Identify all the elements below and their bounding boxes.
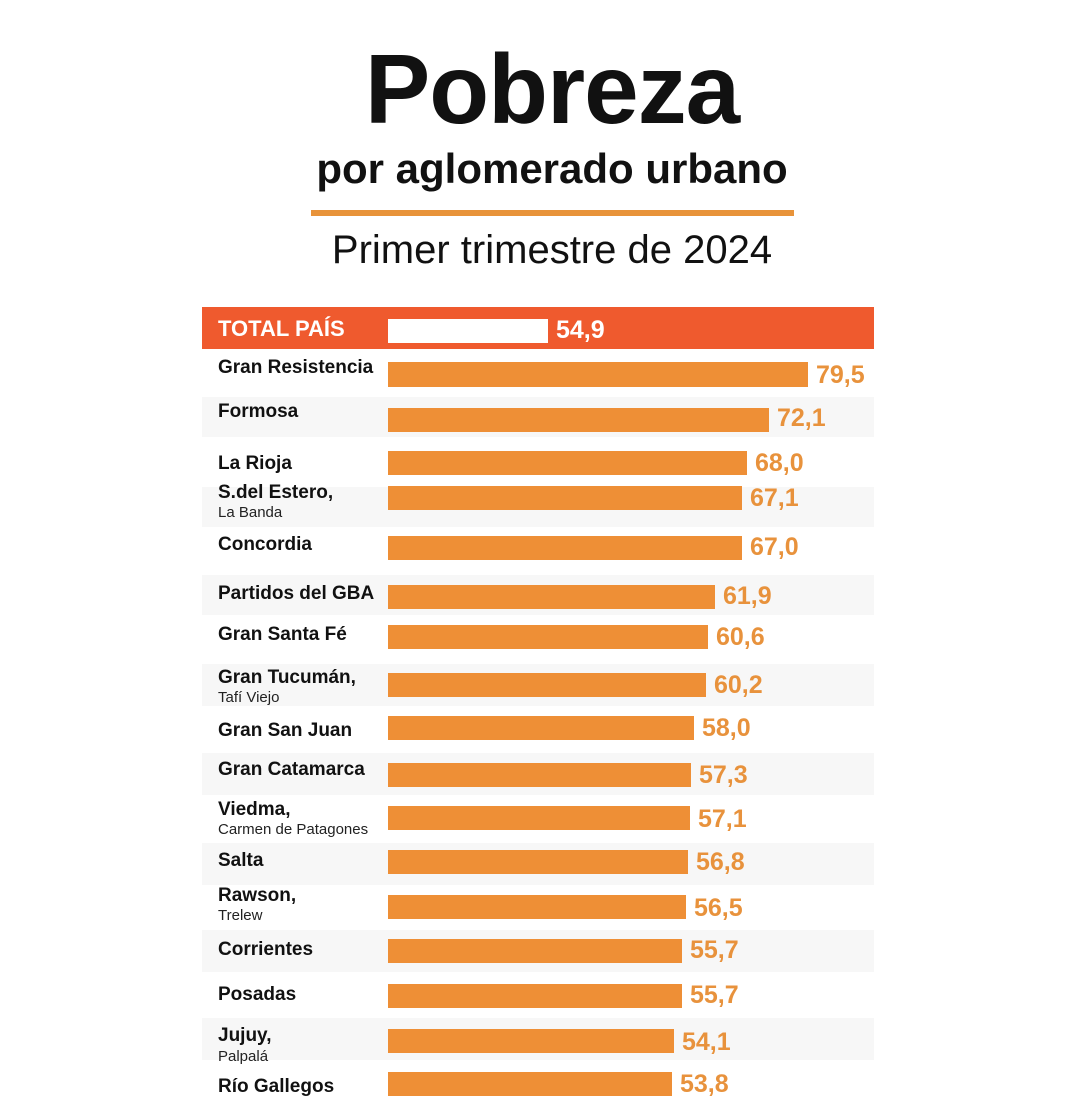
row-label: Río Gallegos (218, 1076, 335, 1097)
chart-row: Gran Santa Fé 60,6 (202, 615, 874, 655)
row-label: Gran San Juan (218, 720, 353, 741)
row-label: Gran Tucumán, (218, 667, 356, 688)
chart-row: La Rioja 68,0 (202, 441, 874, 483)
bar (388, 1072, 672, 1096)
bar (388, 763, 691, 787)
total-bar (388, 319, 548, 343)
row-label: Corrientes (218, 939, 314, 960)
value-label: 53,8 (680, 1070, 729, 1098)
period-label: Primer trimestre de 2024 (331, 228, 773, 272)
row-label: Gran Resistencia (218, 357, 374, 378)
chart-row: Gran San Juan 58,0 (202, 709, 874, 751)
value-label: 55,7 (690, 936, 739, 964)
bar (388, 806, 690, 830)
row-sublabel: La Banda (218, 504, 283, 521)
row-label: Rawson, (218, 885, 297, 906)
row-label: Partidos del GBA (218, 583, 375, 604)
bar (388, 673, 706, 697)
row-sublabel: Palpalá (218, 1048, 269, 1065)
value-label: 54,1 (682, 1028, 731, 1056)
bar (388, 984, 682, 1008)
row-label: Viedma, (218, 799, 291, 820)
chart-row: Río Gallegos 53,8 (202, 1064, 874, 1106)
bar (388, 1029, 674, 1053)
total-row: TOTAL PAÍS 54,9 (202, 307, 874, 349)
chart-row: Concordia 67,0 (202, 528, 874, 568)
row-label: Gran Catamarca (218, 759, 365, 780)
value-label: 79,5 (816, 361, 865, 389)
total-value-label: 54,9 (556, 316, 605, 344)
chart-row: Gran Tucumán, Tafí Viejo 60,2 (202, 664, 874, 706)
value-label: 67,1 (750, 484, 799, 512)
row-sublabel: Tafí Viejo (218, 689, 280, 706)
page-subtitle: por aglomerado urbano (316, 145, 788, 192)
bar (388, 625, 708, 649)
row-label: La Rioja (218, 453, 292, 474)
chart-row: Viedma, Carmen de Patagones 57,1 (202, 796, 874, 838)
chart-row: Rawson, Trelew 56,5 (202, 885, 874, 929)
page-title: Pobreza (364, 34, 740, 144)
value-label: 67,0 (750, 533, 799, 561)
row-sublabel: Trelew (218, 907, 263, 924)
chart-row: Salta 56,8 (202, 843, 874, 885)
value-label: 61,9 (723, 582, 772, 610)
bar (388, 451, 747, 475)
value-label: 72,1 (777, 404, 826, 432)
chart-row: Posadas 55,7 (202, 975, 874, 1017)
row-label: Posadas (218, 984, 297, 1005)
bar (388, 850, 688, 874)
value-label: 55,7 (690, 981, 739, 1009)
row-label: Concordia (218, 534, 312, 555)
value-label: 57,1 (698, 805, 747, 833)
bar (388, 362, 808, 387)
chart-row: S.del Estero, La Banda 67,1 (202, 482, 874, 527)
value-label: 57,3 (699, 761, 748, 789)
bar (388, 536, 742, 560)
chart-row: Jujuy, Palpalá 54,1 (202, 1018, 874, 1065)
chart-row: Formosa 72,1 (202, 397, 874, 437)
bar (388, 408, 769, 432)
chart-row: Corrientes 55,7 (202, 930, 874, 972)
row-label: Gran Santa Fé (218, 624, 347, 645)
row-label: Formosa (218, 401, 299, 422)
value-label: 56,8 (696, 848, 745, 876)
bar (388, 939, 682, 963)
row-sublabel: Carmen de Patagones (218, 821, 369, 838)
title-rule (311, 210, 794, 216)
row-label: Salta (218, 850, 264, 871)
row-label: S.del Estero, (218, 482, 334, 503)
bar (388, 585, 715, 609)
bar (388, 895, 686, 919)
value-label: 56,5 (694, 894, 743, 922)
bar (388, 486, 742, 510)
bar (388, 716, 694, 740)
chart-row: Gran Catamarca 57,3 (202, 753, 874, 795)
value-label: 60,2 (714, 671, 763, 699)
value-label: 58,0 (702, 714, 751, 742)
chart-row: Partidos del GBA 61,9 (202, 575, 874, 615)
value-label: 60,6 (716, 623, 765, 651)
chart-row: Gran Resistencia 79,5 (202, 351, 874, 397)
value-label: 68,0 (755, 449, 804, 477)
row-label: Jujuy, (218, 1025, 272, 1046)
total-label: TOTAL PAÍS (218, 316, 345, 341)
